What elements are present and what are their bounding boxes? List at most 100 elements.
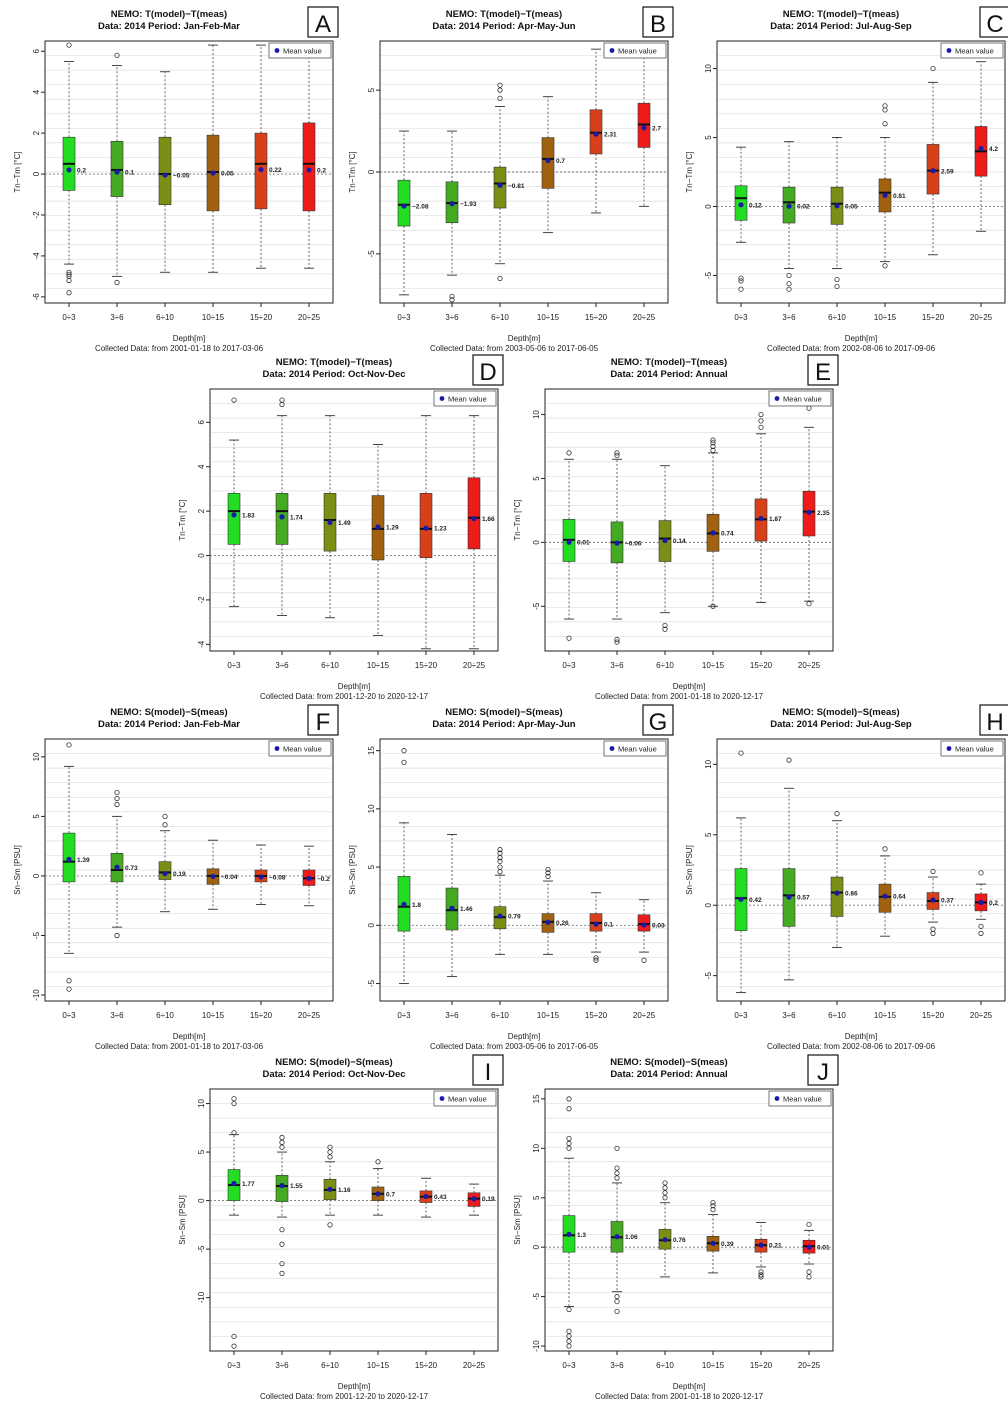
y-tick-label: 0 xyxy=(532,540,541,545)
outlier-point xyxy=(738,286,744,292)
mean-value-label: 0.73 xyxy=(125,865,138,872)
legend: Mean value xyxy=(940,42,1004,59)
box-2: 0.19 xyxy=(158,813,186,913)
panel-letter: B xyxy=(650,11,666,38)
collected-data-note: Collected Data: from 2001-01-18 to 2017-… xyxy=(95,344,264,353)
legend-box xyxy=(940,740,1004,757)
panel-letter-box xyxy=(979,704,1008,736)
mean-marker xyxy=(327,1186,333,1192)
chart-title: NEMO: S(model)−S(meas) xyxy=(782,707,899,718)
outlier-point xyxy=(614,1294,620,1300)
outlier-point xyxy=(566,1106,572,1112)
mean-value-label: 1.55 xyxy=(290,1183,303,1190)
mean-marker xyxy=(210,873,216,880)
outlier-point xyxy=(114,279,120,286)
legend-box xyxy=(768,390,832,407)
x-tick-label: 3÷6 xyxy=(782,313,796,322)
outlier-point xyxy=(545,873,551,880)
box-1: 1.74 xyxy=(275,397,303,616)
box-1: 1.55 xyxy=(275,1134,303,1276)
outlier-point xyxy=(662,1190,668,1196)
x-tick-label: 10÷15 xyxy=(367,661,390,670)
chart-subtitle: Data: 2014 Period: Apr-May-Jun xyxy=(432,719,575,730)
y-tick-label: -5 xyxy=(367,979,376,987)
mean-marker xyxy=(114,169,120,175)
legend-label: Mean value xyxy=(955,745,994,754)
mean-value-label: −0.81 xyxy=(508,183,525,190)
mean-marker xyxy=(497,913,503,919)
outlier-point xyxy=(497,847,503,853)
legend-marker xyxy=(439,1096,445,1101)
mean-marker xyxy=(593,921,599,927)
y-tick-label: 5 xyxy=(704,135,713,140)
outlier-point xyxy=(786,281,792,287)
box-4: 0.21 xyxy=(754,1221,782,1280)
mean-marker xyxy=(614,1234,620,1240)
outlier-point xyxy=(834,283,840,290)
mean-marker xyxy=(114,864,120,870)
box-4: 0.37 xyxy=(926,868,954,936)
x-tick-label: 10÷15 xyxy=(537,1011,560,1020)
mean-value-label: 0.39 xyxy=(721,1241,734,1248)
box-5: 0.2 xyxy=(974,870,998,936)
outlier-point xyxy=(401,759,407,765)
legend-label: Mean value xyxy=(618,47,657,56)
x-tick-label: 10÷15 xyxy=(702,661,725,670)
y-tick-label: -5 xyxy=(32,931,41,939)
chart-subtitle: Data: 2014 Period: Apr-May-Jun xyxy=(432,21,575,32)
mean-value-label: 0.7 xyxy=(386,1191,395,1198)
mean-value-label: 1.3 xyxy=(577,1232,586,1239)
legend-box xyxy=(603,42,667,59)
mean-value-label: 1.29 xyxy=(386,524,399,531)
grid-lines xyxy=(46,55,332,289)
box-1: 0.02 xyxy=(782,141,810,292)
legend: Mean value xyxy=(603,740,667,757)
x-tick-label: 0÷3 xyxy=(562,1361,576,1370)
outlier-point xyxy=(279,1134,285,1141)
mean-marker xyxy=(710,530,716,536)
panel-d: NEMO: T(model)−T(meas)Data: 2014 Period:… xyxy=(178,354,504,701)
panel-letter: E xyxy=(815,359,831,386)
y-tick-label: 10 xyxy=(32,752,41,761)
box-0: 0.42 xyxy=(734,750,762,994)
outlier-point xyxy=(806,1274,812,1280)
x-tick-label: 20÷25 xyxy=(633,313,656,322)
chart-title: NEMO: T(model)−T(meas) xyxy=(783,9,899,20)
outlier-point xyxy=(231,1096,237,1102)
outlier-point xyxy=(566,1338,572,1344)
outlier-point xyxy=(758,1269,764,1275)
x-tick-label: 10÷15 xyxy=(874,313,897,322)
panel-letter: A xyxy=(315,11,331,38)
chart-subtitle: Data: 2014 Period: Oct-Nov-Dec xyxy=(262,369,405,380)
x-tick-label: 15÷20 xyxy=(922,313,945,322)
x-tick-label: 3÷6 xyxy=(782,1011,796,1020)
x-tick-label: 3÷6 xyxy=(445,313,459,322)
mean-value-label: 0.42 xyxy=(749,897,762,904)
x-tick-label: 3÷6 xyxy=(110,313,124,322)
box-5: 0.19 xyxy=(467,1183,495,1216)
x-tick-label: 0÷3 xyxy=(227,1361,241,1370)
mean-value-label: 0.01 xyxy=(817,1245,830,1252)
box-5: 2.7 xyxy=(637,47,661,207)
x-tick-label: 0÷3 xyxy=(62,313,76,322)
outlier-point xyxy=(614,1170,620,1176)
mean-value-label: 0.1 xyxy=(604,922,613,929)
y-tick-label: 0 xyxy=(367,923,376,928)
mean-value-label: −0.05 xyxy=(173,173,190,180)
outlier-point xyxy=(449,293,455,300)
mean-marker xyxy=(786,203,792,209)
y-axis-label: Sn−Sm [PSU] xyxy=(348,845,357,895)
outlier-point xyxy=(162,822,168,828)
x-tick-label: 20÷25 xyxy=(798,1361,821,1370)
x-tick-label: 15÷20 xyxy=(585,1011,608,1020)
box-5: 2.35 xyxy=(802,405,830,607)
outlier-point xyxy=(710,447,716,453)
y-tick-label: -4 xyxy=(197,640,206,648)
outlier-point xyxy=(327,1149,333,1155)
x-tick-label: 10÷15 xyxy=(702,1361,725,1370)
outlier-point xyxy=(231,1343,237,1349)
panel-letter: J xyxy=(817,1059,829,1086)
mean-marker xyxy=(710,1240,716,1246)
chart-title: NEMO: T(model)−T(meas) xyxy=(111,9,227,20)
box-4: 2.31 xyxy=(589,48,617,214)
